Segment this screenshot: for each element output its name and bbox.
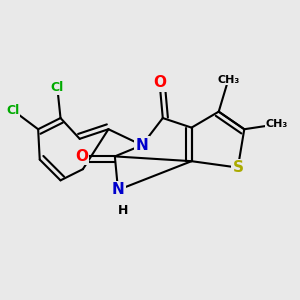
Text: O: O bbox=[75, 149, 88, 164]
Text: N: N bbox=[112, 182, 124, 197]
Text: CH₃: CH₃ bbox=[217, 75, 239, 85]
Text: O: O bbox=[153, 75, 166, 90]
Text: H: H bbox=[118, 204, 128, 217]
Text: N: N bbox=[136, 138, 148, 153]
Text: CH₃: CH₃ bbox=[265, 119, 287, 129]
Text: Cl: Cl bbox=[6, 103, 19, 117]
Text: S: S bbox=[232, 160, 243, 175]
Text: Cl: Cl bbox=[51, 81, 64, 94]
